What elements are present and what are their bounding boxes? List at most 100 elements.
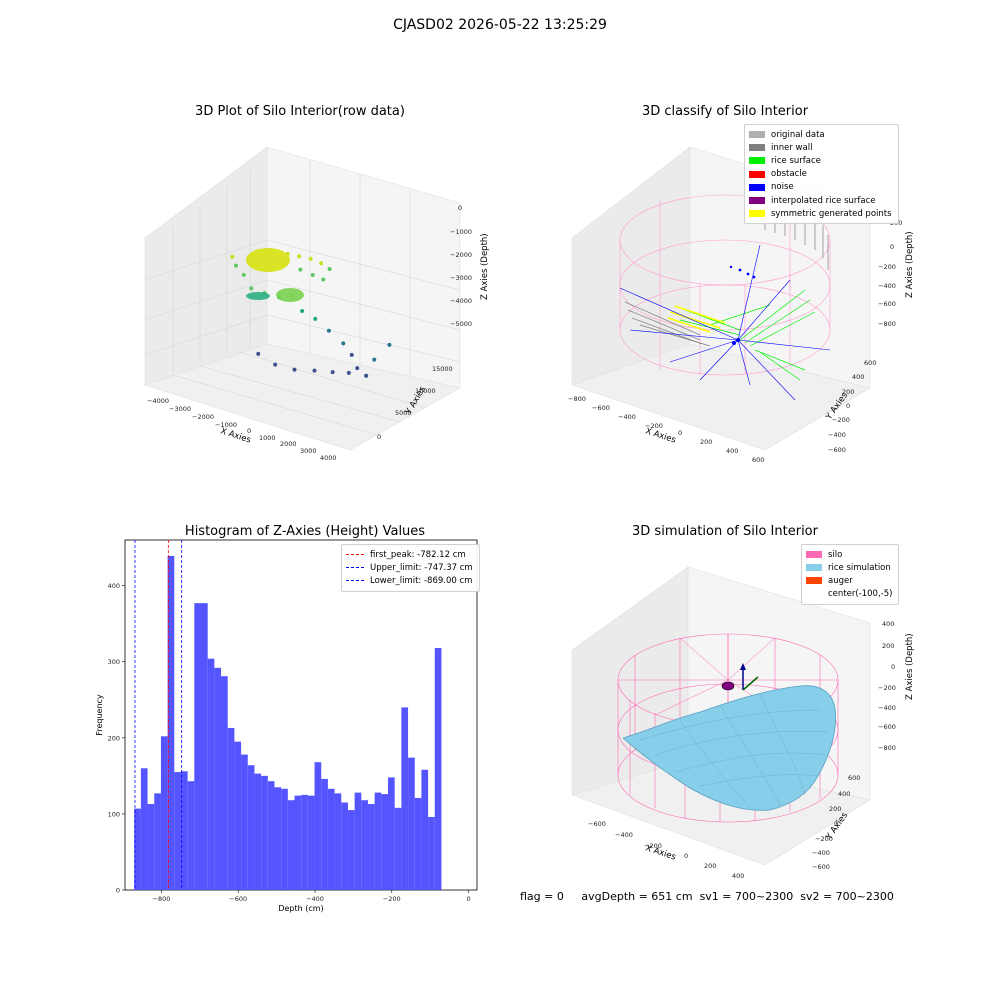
histogram-bar bbox=[140, 768, 148, 890]
legend-item: Lower_limit: -869.00 cm bbox=[346, 574, 473, 587]
raw-x-tick: 3000 bbox=[300, 447, 317, 455]
classify-x-tick: 0 bbox=[678, 429, 682, 437]
classify-y-tick: −200 bbox=[832, 416, 850, 424]
histogram-bar bbox=[207, 658, 215, 890]
raw-data-point bbox=[241, 272, 246, 277]
plot-title-simulation: 3D simulation of Silo Interior bbox=[632, 524, 818, 539]
legend-label: Lower_limit: -869.00 cm bbox=[370, 575, 473, 586]
classify-z-label: Z Axies (Depth) bbox=[905, 231, 915, 298]
simulation-3d-plot: 400 200 0 −200 −400 −600 −800 −600 −400 … bbox=[571, 566, 915, 880]
histogram-bar bbox=[134, 808, 141, 890]
histogram-bar bbox=[214, 667, 222, 890]
raw-data-point bbox=[313, 316, 318, 321]
raw-data-point bbox=[300, 308, 305, 313]
histogram-bar bbox=[361, 800, 368, 890]
legend-swatch bbox=[806, 577, 822, 585]
simulation-z-tick: −400 bbox=[878, 704, 896, 712]
histogram-bar bbox=[314, 762, 322, 890]
legend-label: obstacle bbox=[771, 169, 807, 180]
simulation-z-tick: −200 bbox=[878, 684, 896, 692]
simulation-y-tick: 600 bbox=[848, 774, 860, 782]
legend-label: silo bbox=[828, 549, 843, 560]
raw-y-tick: 5000 bbox=[395, 409, 412, 417]
classify-x-tick: −400 bbox=[618, 413, 636, 421]
raw-data-point bbox=[341, 341, 346, 346]
raw-data-point bbox=[308, 256, 313, 261]
raw-x-tick: −2000 bbox=[192, 413, 214, 421]
classify-x-tick: −200 bbox=[645, 422, 663, 430]
classify-y-tick: 0 bbox=[846, 402, 850, 410]
histogram-bar bbox=[401, 707, 409, 890]
histogram-bar bbox=[174, 772, 181, 890]
histogram-bar bbox=[381, 794, 389, 890]
legend-swatch bbox=[749, 183, 765, 191]
histogram-bar bbox=[147, 804, 155, 890]
legend-label: noise bbox=[771, 182, 794, 193]
classify-legend: original data inner wall rice surface ob… bbox=[744, 124, 899, 225]
histogram-x-tick: 0 bbox=[466, 895, 470, 903]
histogram-bar bbox=[247, 765, 255, 890]
histogram-bar bbox=[180, 771, 188, 890]
simulation-y-tick: −200 bbox=[815, 835, 833, 843]
legend-item: obstacle bbox=[749, 168, 892, 181]
classify-x-tick: −600 bbox=[592, 404, 610, 412]
simulation-y-tick: 400 bbox=[838, 790, 850, 798]
simulation-z-tick: 0 bbox=[891, 663, 895, 671]
legend-swatch bbox=[806, 551, 822, 559]
legend-label: rice simulation bbox=[828, 562, 891, 573]
raw-data-point bbox=[256, 351, 261, 356]
plot-title-classify: 3D classify of Silo Interior bbox=[641, 104, 809, 119]
histogram-y-tick: 200 bbox=[108, 734, 120, 742]
legend-label: original data bbox=[771, 129, 825, 140]
histogram-bar bbox=[307, 795, 315, 890]
raw-z-tick: −2000 bbox=[450, 251, 472, 259]
raw-data-point bbox=[319, 261, 324, 266]
histogram-y-tick: 400 bbox=[108, 582, 120, 590]
histogram-bar bbox=[241, 754, 248, 890]
raw-data-point bbox=[297, 254, 302, 259]
raw-y-tick: 0 bbox=[377, 433, 381, 441]
legend-item: center(-100,-5) bbox=[806, 588, 892, 601]
histogram-bar bbox=[394, 807, 402, 890]
classify-x-tick: 200 bbox=[700, 438, 712, 446]
simulation-x-tick: 400 bbox=[732, 872, 744, 880]
raw-data-point bbox=[372, 357, 377, 362]
simulation-z-tick: 400 bbox=[882, 620, 894, 628]
simulation-x-tick: −600 bbox=[588, 820, 606, 828]
classify-y-tick: 400 bbox=[852, 373, 864, 381]
histogram-y-tick: 0 bbox=[116, 887, 120, 895]
raw-3d-plot: 0 −1000 −2000 −3000 −4000 −5000 −4000 −3… bbox=[144, 146, 490, 460]
raw-x-tick: 0 bbox=[247, 427, 251, 435]
histogram-bar bbox=[408, 757, 415, 890]
histogram-bar bbox=[227, 727, 235, 890]
histogram-bar bbox=[167, 555, 175, 890]
legend-item: auger bbox=[806, 574, 892, 587]
figure-title: CJASD02 2026-05-22 13:25:29 bbox=[393, 17, 607, 33]
legend-label: inner wall bbox=[771, 142, 813, 153]
raw-data-point bbox=[298, 267, 303, 272]
raw-data-point bbox=[312, 368, 317, 373]
status-flag: flag = 0 bbox=[520, 890, 564, 903]
raw-z-tick: −1000 bbox=[450, 228, 472, 236]
legend-swatch bbox=[806, 591, 822, 598]
legend-item: rice simulation bbox=[806, 561, 892, 574]
classify-z-tick: −200 bbox=[878, 263, 896, 271]
legend-swatch bbox=[749, 144, 765, 152]
status-avg-depth: avgDepth = 651 cm bbox=[581, 890, 693, 903]
raw-z-tick: −5000 bbox=[450, 320, 472, 328]
raw-points-group bbox=[230, 248, 392, 378]
histogram-bar bbox=[434, 648, 442, 890]
histogram-bar bbox=[301, 794, 308, 890]
raw-data-point bbox=[364, 373, 369, 378]
classify-z-tick: −400 bbox=[878, 282, 896, 290]
auger-marker bbox=[721, 681, 735, 691]
histogram-bar bbox=[321, 778, 328, 890]
histogram-bar bbox=[187, 781, 195, 890]
raw-surface-cluster bbox=[246, 248, 290, 272]
raw-x-tick: 4000 bbox=[320, 454, 337, 460]
raw-x-tick: 1000 bbox=[259, 434, 276, 442]
legend-item: symmetric generated points bbox=[749, 207, 892, 220]
simulation-z-tick: −800 bbox=[878, 744, 896, 752]
histogram-bar bbox=[267, 781, 275, 890]
legend-item: inner wall bbox=[749, 141, 892, 154]
